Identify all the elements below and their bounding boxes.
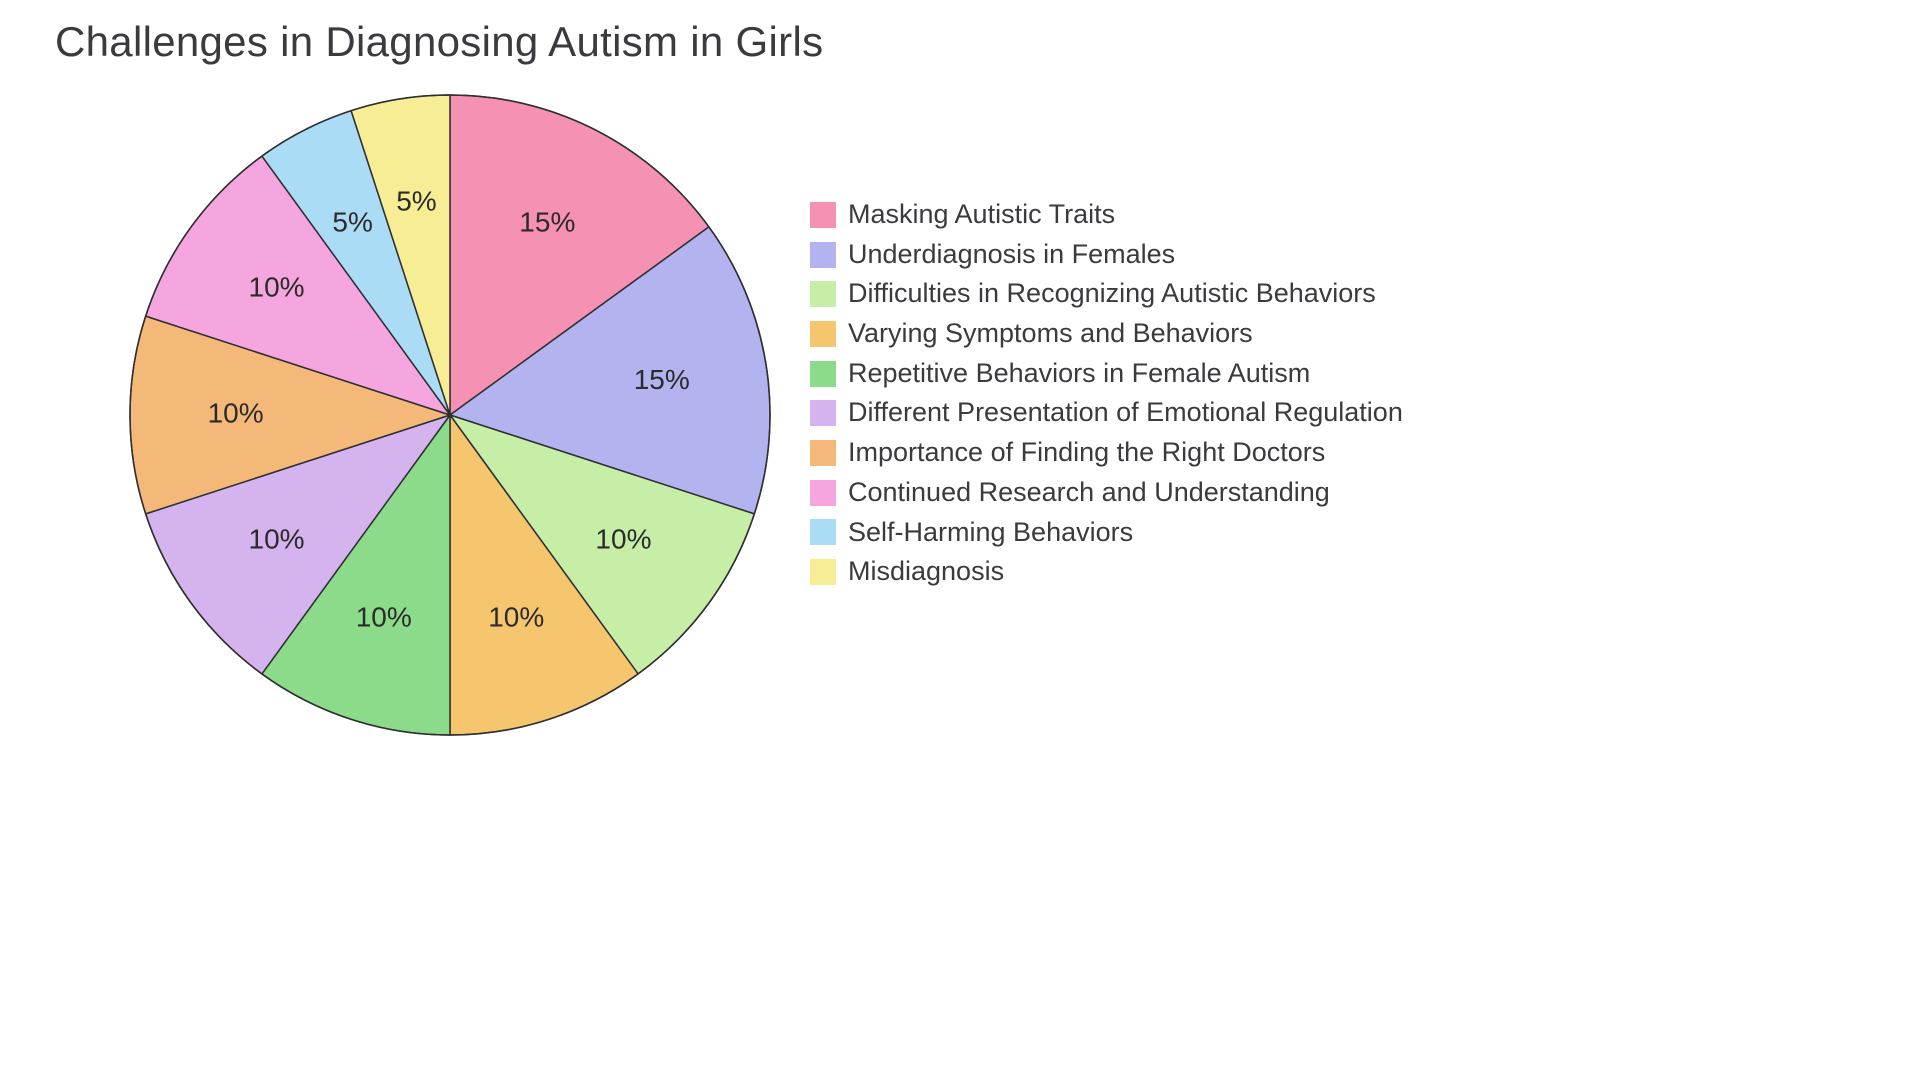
legend-item: Varying Symptoms and Behaviors xyxy=(810,319,1403,349)
legend-label: Different Presentation of Emotional Regu… xyxy=(848,398,1403,428)
legend-item: Different Presentation of Emotional Regu… xyxy=(810,398,1403,428)
legend-item: Underdiagnosis in Females xyxy=(810,240,1403,270)
legend-item: Masking Autistic Traits xyxy=(810,200,1403,230)
legend-swatch xyxy=(810,400,836,426)
slice-percent-label: 15% xyxy=(634,364,690,395)
legend-item: Continued Research and Understanding xyxy=(810,478,1403,508)
legend-item: Difficulties in Recognizing Autistic Beh… xyxy=(810,279,1403,309)
legend-item: Importance of Finding the Right Doctors xyxy=(810,438,1403,468)
legend-swatch xyxy=(810,480,836,506)
legend-label: Repetitive Behaviors in Female Autism xyxy=(848,359,1310,389)
legend-label: Self-Harming Behaviors xyxy=(848,518,1133,548)
legend-label: Importance of Finding the Right Doctors xyxy=(848,438,1325,468)
slice-percent-label: 10% xyxy=(356,601,412,632)
slice-percent-label: 10% xyxy=(488,601,544,632)
legend-swatch xyxy=(810,440,836,466)
slice-percent-label: 15% xyxy=(519,206,575,237)
legend-label: Varying Symptoms and Behaviors xyxy=(848,319,1253,349)
legend-swatch xyxy=(810,559,836,585)
legend-swatch xyxy=(810,242,836,268)
legend-label: Difficulties in Recognizing Autistic Beh… xyxy=(848,279,1376,309)
legend-label: Underdiagnosis in Females xyxy=(848,240,1175,270)
slice-percent-label: 5% xyxy=(396,186,436,217)
pie-svg: 15% 15% 10% 10% 10% 10% 10% 10% 5% 5% xyxy=(120,85,780,745)
pie-chart: 15% 15% 10% 10% 10% 10% 10% 10% 5% 5% xyxy=(120,85,780,745)
legend-swatch xyxy=(810,519,836,545)
chart-title: Challenges in Diagnosing Autism in Girls xyxy=(55,18,823,66)
legend-swatch xyxy=(810,281,836,307)
legend-item: Misdiagnosis xyxy=(810,557,1403,587)
legend-label: Continued Research and Understanding xyxy=(848,478,1330,508)
slice-percent-label: 10% xyxy=(249,523,305,554)
chart-container: Challenges in Diagnosing Autism in Girls… xyxy=(0,0,1920,1080)
slice-percent-label: 5% xyxy=(332,206,372,237)
legend: Masking Autistic Traits Underdiagnosis in… xyxy=(810,200,1403,597)
legend-label: Masking Autistic Traits xyxy=(848,200,1115,230)
slice-percent-label: 10% xyxy=(208,397,264,428)
legend-swatch xyxy=(810,361,836,387)
legend-label: Misdiagnosis xyxy=(848,557,1004,587)
legend-swatch xyxy=(810,202,836,228)
legend-item: Self-Harming Behaviors xyxy=(810,518,1403,548)
slice-percent-label: 10% xyxy=(595,523,651,554)
legend-item: Repetitive Behaviors in Female Autism xyxy=(810,359,1403,389)
legend-swatch xyxy=(810,321,836,347)
slice-percent-label: 10% xyxy=(249,271,305,302)
